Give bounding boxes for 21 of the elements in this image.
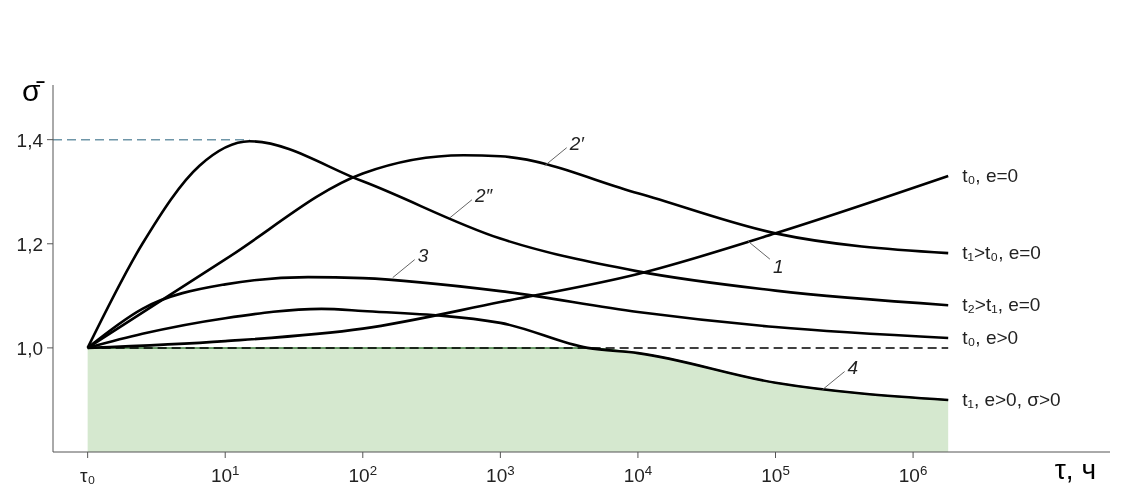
x-tick-label: 10$^{5}$ (761, 462, 790, 486)
series-label: t₁>t₀, e=0 (962, 242, 1041, 264)
series-label: t₀, e=0 (962, 165, 1019, 187)
x-tick-label: 10$^{3}$ (486, 462, 515, 486)
series-label: t₂>t₁, e=0 (962, 294, 1041, 316)
series-label: t₁, e>0, σ>0 (962, 388, 1061, 410)
y-tick-label: 1,2 (16, 233, 43, 255)
series-label: t₀, e>0 (962, 327, 1019, 348)
x-tick-label: τ₀ (79, 465, 96, 486)
x-tick-label: 10$^{2}$ (348, 462, 378, 486)
y-tick-label: 1,0 (16, 337, 43, 359)
x-axis-title: τ, ч (1054, 454, 1096, 486)
annotation: 4 (847, 356, 859, 378)
annotation: 1 (772, 256, 784, 278)
x-tick-label: 10$^{4}$ (623, 462, 653, 486)
annotation: 2″ (473, 184, 494, 206)
x-tick-label: 10$^{6}$ (898, 462, 928, 486)
annotation: 2′ (568, 132, 586, 154)
y-tick-label: 1,4 (16, 129, 44, 151)
annotation: 3 (417, 244, 429, 266)
x-tick-label: 10$^{1}$ (210, 462, 240, 486)
